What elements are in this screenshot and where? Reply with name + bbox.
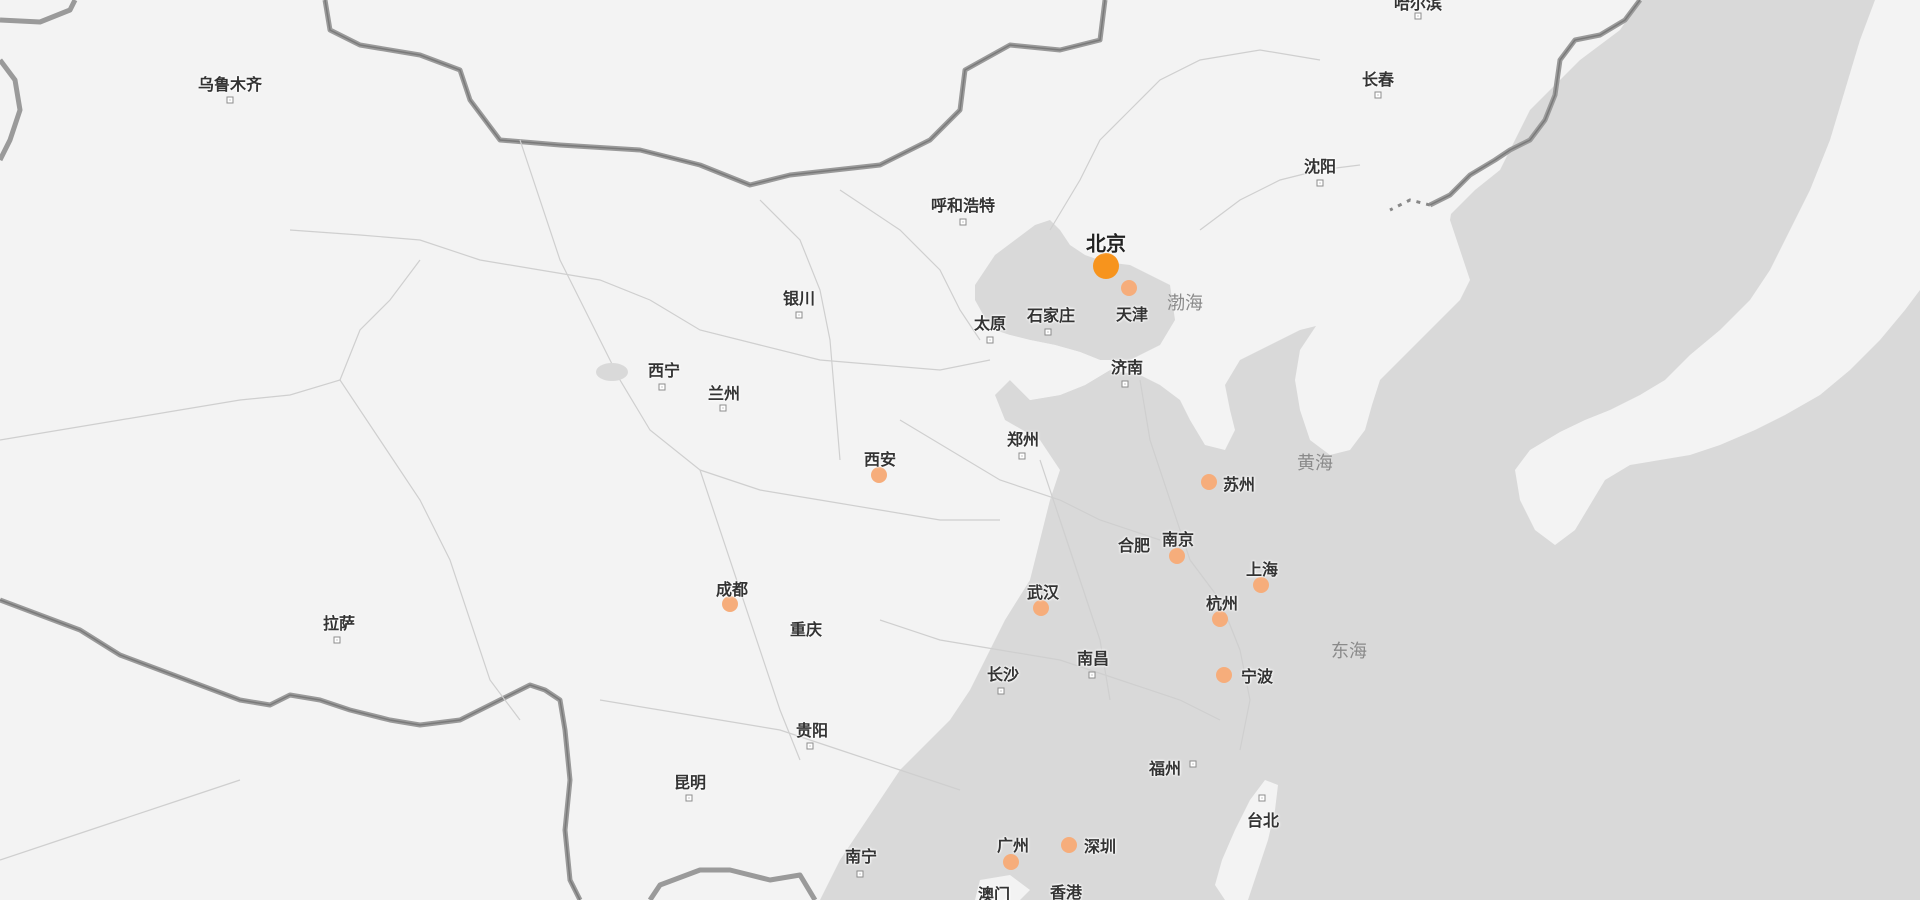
city-label-guangzhou: 广州 [996,836,1030,855]
city-label-urumqi: 乌鲁木齐 [197,75,263,94]
highlight-marker-shanghai[interactable] [1253,577,1269,593]
city-label-changsha: 长沙 [986,665,1020,684]
city-label-nanjing: 南京 [1161,530,1195,549]
city-label-xian: 西安 [863,450,897,469]
city-label-suzhou: 苏州 [1222,475,1256,494]
highlight-marker-suzhou[interactable] [1201,474,1217,490]
city-label-fuzhou: 福州 [1148,759,1182,778]
city-label-harbin: 哈尔滨 [1393,0,1443,13]
korea-border-dash [1389,198,1431,212]
highlight-marker-guangzhou[interactable] [1003,854,1019,870]
city-marker-yinchuan[interactable] [795,311,803,319]
city-label-lhasa: 拉萨 [322,614,356,633]
qinghai-lake [596,363,628,381]
sea-label-bohai: 渤海 [1167,293,1203,314]
city-marker-guiyang[interactable] [806,742,814,750]
city-marker-lanzhou[interactable] [719,404,727,412]
city-marker-changchun[interactable] [1374,91,1382,99]
city-marker-taiyuan[interactable] [986,336,994,344]
city-label-nanning: 南宁 [844,847,878,866]
city-label-nanchang: 南昌 [1076,649,1110,668]
city-label-shijiazhuang: 石家庄 [1026,306,1076,325]
city-marker-shenyang[interactable] [1316,179,1324,187]
city-label-wuhan: 武汉 [1026,583,1060,602]
city-label-ningbo: 宁波 [1240,667,1274,686]
city-marker-hohhot[interactable] [959,218,967,226]
city-label-jinan: 济南 [1110,358,1144,377]
city-label-changchun: 长春 [1361,70,1395,89]
province-borders [0,49,1361,861]
city-label-kunming: 昆明 [673,773,707,792]
taiwan-island [1215,780,1278,900]
korea-peninsula [1295,140,1470,455]
city-label-hongkong: 香港 [1049,883,1083,900]
shandong-peninsula [990,335,1140,400]
national-border-core [0,0,1641,900]
city-label-shanghai: 上海 [1245,560,1279,579]
highlight-marker-beijing[interactable] [1093,253,1119,279]
city-label-tianjin: 天津 [1115,305,1149,324]
city-marker-shijiazhuang[interactable] [1044,328,1052,336]
city-marker-zhengzhou[interactable] [1018,452,1026,460]
city-marker-changsha[interactable] [997,687,1005,695]
city-marker-taipei[interactable] [1258,794,1266,802]
city-marker-harbin[interactable] [1414,12,1422,20]
south-coast [975,875,1030,900]
highlight-marker-tianjin[interactable] [1121,280,1137,296]
city-label-beijing: 北京 [1086,231,1126,256]
city-label-hangzhou: 杭州 [1205,594,1239,613]
city-label-guiyang: 贵阳 [795,721,829,740]
city-label-lanzhou: 兰州 [707,384,741,403]
highlight-marker-nanjing[interactable] [1169,548,1185,564]
highlight-marker-xian[interactable] [871,467,887,483]
city-label-hohhot: 呼和浩特 [930,196,996,215]
sea-label-huanghai: 黄海 [1297,453,1333,474]
city-marker-nanning[interactable] [856,870,864,878]
city-label-hefei: 合肥 [1117,536,1151,555]
city-label-xining: 西宁 [647,361,681,380]
sea-area [820,0,1920,900]
city-label-zhengzhou: 郑州 [1006,430,1040,449]
city-label-shenzhen: 深圳 [1083,837,1117,856]
hokkaido [1850,20,1920,140]
highlight-marker-chengdu[interactable] [722,596,738,612]
city-marker-lhasa[interactable] [333,636,341,644]
japan-islands [1515,0,1920,545]
city-label-chongqing: 重庆 [789,620,823,639]
highlight-marker-ningbo[interactable] [1216,667,1232,683]
city-label-taipei: 台北 [1246,811,1280,830]
city-label-chengdu: 成都 [715,580,749,599]
highlight-marker-hangzhou[interactable] [1212,611,1228,627]
sea-label-donghai: 东海 [1331,641,1367,662]
city-label-shenyang: 沈阳 [1303,157,1337,176]
bohai-sea [975,220,1175,360]
city-marker-xining[interactable] [658,383,666,391]
city-marker-fuzhou[interactable] [1189,760,1197,768]
city-marker-urumqi[interactable] [226,96,234,104]
highlight-marker-shenzhen[interactable] [1061,837,1077,853]
city-marker-jinan[interactable] [1121,380,1129,388]
city-label-macau: 澳门 [977,885,1011,900]
highlight-marker-wuhan[interactable] [1033,600,1049,616]
city-label-yinchuan: 银川 [782,289,816,308]
city-label-taiyuan: 太原 [973,314,1007,333]
city-marker-nanchang[interactable] [1088,671,1096,679]
city-marker-kunming[interactable] [685,794,693,802]
